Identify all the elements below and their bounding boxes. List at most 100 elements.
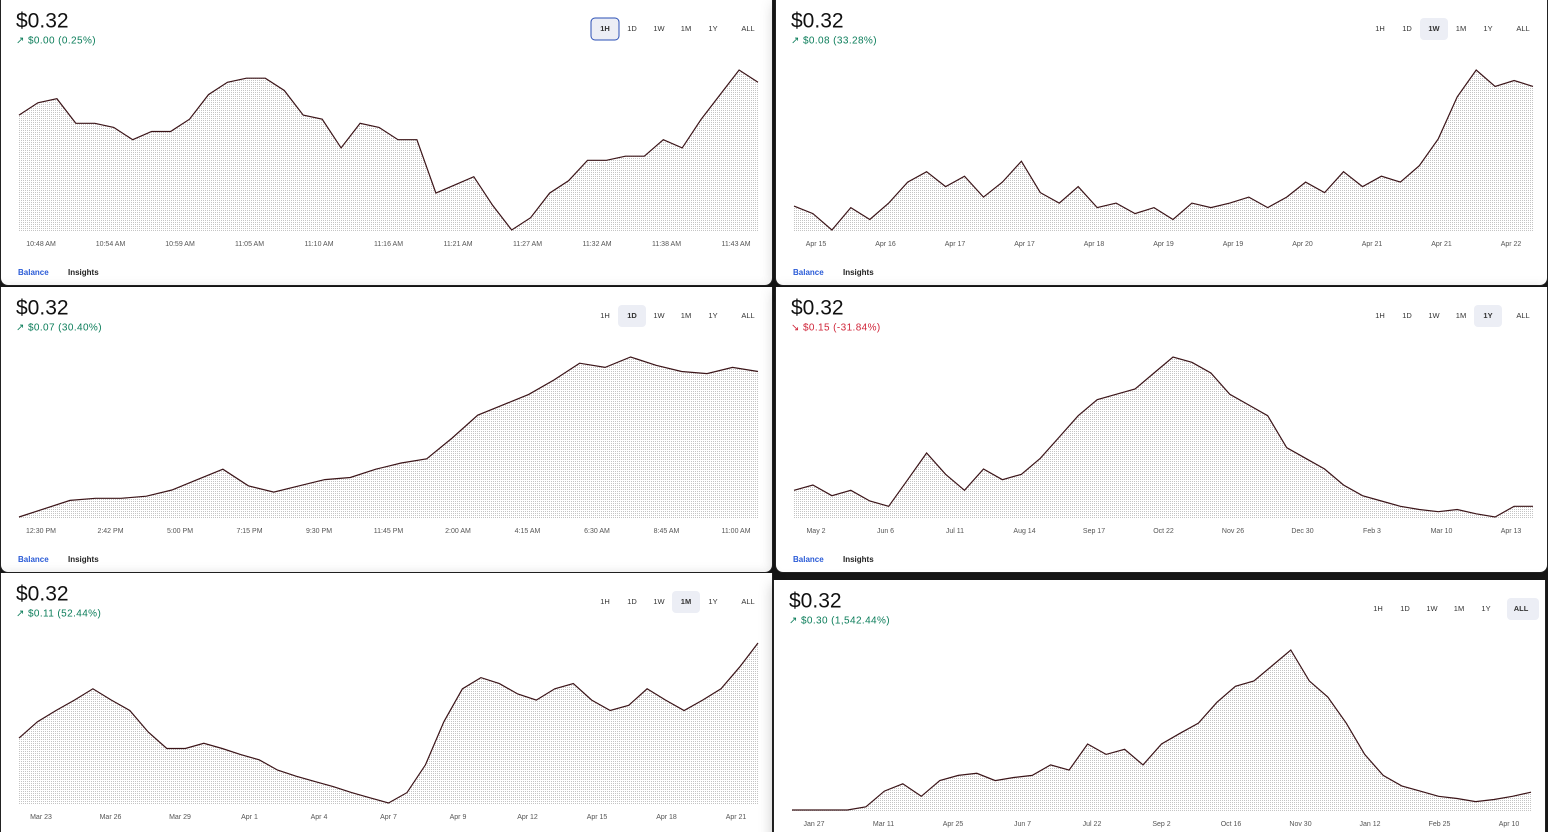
time-range-tab[interactable]: 1Y	[1483, 24, 1492, 33]
x-tick-label: Jan 27	[803, 821, 824, 828]
chart: $0.32 ↗ $0.30 (1,542.44%) 1H 1D 1W 1M 1Y ALL Jan…	[789, 590, 1539, 828]
time-range-tab[interactable]: 1D	[1402, 24, 1412, 33]
price-change: ↗ $0.07 (30.40%)	[16, 323, 102, 334]
chart-panel: $0.32 ↗ $0.00 (0.25%) 1H 1D 1W 1M 1Y ALL 10:48 A…	[0, 0, 773, 286]
x-tick-label: Nov 26	[1222, 528, 1244, 535]
chart-panel: $0.32 ↗ $0.11 (52.44%) 1H 1D 1W 1M 1Y ALL Mar 23…	[0, 573, 773, 832]
time-range-tab[interactable]: 1M	[1456, 24, 1466, 33]
x-tick-label: Nov 30	[1289, 821, 1311, 828]
time-range-tab[interactable]: 1W	[653, 24, 665, 33]
x-tick-label: 11:05 AM	[235, 241, 264, 248]
x-tick-label: 9:30 PM	[306, 528, 332, 535]
price: $0.32	[16, 297, 69, 320]
x-tick-label: Apr 25	[943, 821, 964, 828]
time-range-tab[interactable]: 1H	[600, 311, 610, 320]
x-tick-label: 11:16 AM	[374, 241, 403, 248]
time-range-tab[interactable]: 1M	[681, 311, 691, 320]
x-tick-label: 11:32 AM	[582, 241, 611, 248]
time-range-tab[interactable]: ALL	[1516, 24, 1529, 33]
footer-tab[interactable]: Insights	[68, 268, 99, 277]
x-tick-label: Apr 15	[587, 814, 608, 821]
footer-tab[interactable]: Insights	[68, 555, 99, 564]
time-range-tab[interactable]: 1D	[1402, 311, 1412, 320]
price: $0.32	[791, 10, 844, 33]
price-change: ↗ $0.00 (0.25%)	[16, 36, 96, 47]
x-tick-label: Apr 16	[875, 241, 896, 248]
tab-selected-bg	[672, 591, 700, 613]
time-range-tab[interactable]: 1W	[1426, 604, 1438, 613]
x-tick-label: 11:43 AM	[721, 241, 750, 248]
time-range-tab[interactable]: 1Y	[708, 24, 717, 33]
x-tick-label: Feb 25	[1429, 821, 1451, 828]
time-range-tab[interactable]: 1D	[627, 24, 637, 33]
price-change: ↗ $0.11 (52.44%)	[16, 609, 101, 620]
x-tick-label: Jun 7	[1014, 821, 1031, 828]
time-range-tab[interactable]: 1Y	[708, 311, 717, 320]
tab-selected-bg	[590, 17, 620, 41]
x-tick-label: Apr 21	[1362, 241, 1383, 248]
time-range-tab[interactable]: 1Y	[1481, 604, 1490, 613]
price-line	[793, 69, 1534, 231]
x-tick-label: 11:21 AM	[443, 241, 472, 248]
x-tick-label: Apr 21	[726, 814, 747, 821]
x-tick-label: 8:45 AM	[654, 528, 680, 535]
area-fill	[19, 643, 758, 805]
footer-tab[interactable]: Insights	[843, 268, 874, 277]
x-tick-label: 2:42 PM	[97, 528, 123, 535]
time-range-tab[interactable]: 1W	[653, 597, 665, 606]
x-tick-label: Mar 29	[169, 814, 191, 821]
time-range-tab[interactable]: 1M	[681, 597, 691, 606]
time-range-tab[interactable]: ALL	[741, 597, 754, 606]
x-tick-label: May 2	[806, 528, 825, 535]
time-range-tab[interactable]: 1H	[1373, 604, 1383, 613]
x-tick-label: Apr 9	[450, 814, 467, 821]
time-range-tab[interactable]: 1H	[1375, 24, 1385, 33]
chart-panel: $0.32 ↗ $0.08 (33.28%) 1H 1D 1W 1M 1Y ALL Apr 15…	[775, 0, 1548, 286]
time-range-tab[interactable]: 1Y	[708, 597, 717, 606]
time-range-tab[interactable]: 1Y	[1483, 311, 1492, 320]
x-tick-label: Feb 3	[1363, 528, 1381, 535]
chart: $0.32 ↗ $0.11 (52.44%) 1H 1D 1W 1M 1Y ALL Mar 23…	[16, 583, 759, 821]
time-range-tab[interactable]: ALL	[1516, 311, 1529, 320]
footer-tab[interactable]: Balance	[793, 555, 824, 564]
footer-tab[interactable]: Balance	[18, 555, 49, 564]
x-tick-label: 11:10 AM	[304, 241, 333, 248]
time-range-tab[interactable]: 1W	[653, 311, 665, 320]
time-range-tab[interactable]: ALL	[741, 24, 754, 33]
x-tick-label: Mar 11	[873, 821, 894, 828]
x-tick-label: Oct 16	[1221, 821, 1242, 828]
time-range-tab[interactable]: 1D	[627, 311, 637, 320]
x-tick-label: 10:54 AM	[96, 241, 126, 248]
x-tick-label: Mar 23	[30, 814, 52, 821]
area-fill	[794, 70, 1533, 232]
time-range-tab[interactable]: 1D	[627, 597, 637, 606]
x-tick-label: Aug 14	[1013, 528, 1035, 535]
x-tick-label: Jul 22	[1083, 821, 1102, 828]
time-range-tab[interactable]: ALL	[1514, 604, 1529, 613]
time-range-tab[interactable]: 1M	[681, 24, 691, 33]
x-tick-label: Apr 18	[656, 814, 677, 821]
x-tick-label: Mar 10	[1431, 528, 1453, 535]
tab-selected-bg	[1420, 18, 1448, 40]
time-range-tab[interactable]: 1W	[1428, 24, 1440, 33]
time-range-tab[interactable]: 1M	[1456, 311, 1466, 320]
chart-panel: $0.32 ↗ $0.07 (30.40%) 1H 1D 1W 1M 1Y ALL 12:30 …	[0, 287, 773, 573]
footer-tab[interactable]: Insights	[843, 555, 874, 564]
time-range-tab[interactable]: 1W	[1428, 311, 1440, 320]
time-range-tab[interactable]: 1H	[600, 597, 610, 606]
tab-selected-bg	[1507, 598, 1539, 620]
time-range-tab[interactable]: 1H	[600, 24, 610, 33]
x-tick-label: Apr 7	[380, 814, 397, 821]
price-line	[18, 356, 759, 518]
footer-tab[interactable]: Balance	[793, 268, 824, 277]
x-tick-label: 12:30 PM	[26, 528, 56, 535]
time-range-tab[interactable]: ALL	[741, 311, 754, 320]
time-range-tab[interactable]: 1M	[1454, 604, 1464, 613]
time-range-tab[interactable]: 1D	[1400, 604, 1410, 613]
tab-selected-bg	[618, 305, 646, 327]
x-tick-label: Oct 22	[1153, 528, 1174, 535]
x-tick-label: 4:15 AM	[515, 528, 541, 535]
x-tick-label: Apr 21	[1431, 241, 1452, 248]
time-range-tab[interactable]: 1H	[1375, 311, 1385, 320]
footer-tab[interactable]: Balance	[18, 268, 49, 277]
